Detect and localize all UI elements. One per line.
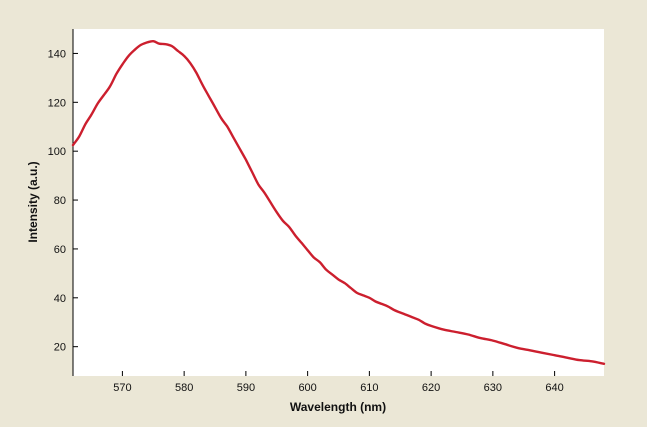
- y-axis-ticks: 20 40 60 80 100 120 140: [48, 48, 78, 354]
- x-axis-label: Wavelength (nm): [290, 400, 386, 414]
- x-tick-label: 600: [298, 382, 316, 394]
- y-tick-label: 140: [48, 48, 66, 60]
- y-tick-label: 80: [54, 195, 66, 207]
- x-tick-label: 590: [237, 382, 255, 394]
- plot-area: [73, 29, 604, 376]
- y-tick-label: 40: [54, 293, 66, 305]
- x-axis-ticks: 570 580 590 600 610 620 630 640: [113, 371, 564, 394]
- intensity-series-line: [71, 39, 606, 365]
- y-tick-label: 20: [54, 342, 66, 354]
- y-tick-label: 60: [54, 244, 66, 256]
- x-tick-label: 610: [360, 382, 378, 394]
- y-axis-label: Intensity (a.u.): [26, 161, 40, 242]
- x-tick-label: 640: [545, 382, 563, 394]
- x-tick-label: 580: [175, 382, 193, 394]
- y-tick-label: 100: [48, 146, 66, 158]
- x-tick-label: 630: [484, 382, 502, 394]
- y-tick-label: 120: [48, 97, 66, 109]
- x-tick-label: 620: [422, 382, 440, 394]
- x-tick-label: 570: [113, 382, 131, 394]
